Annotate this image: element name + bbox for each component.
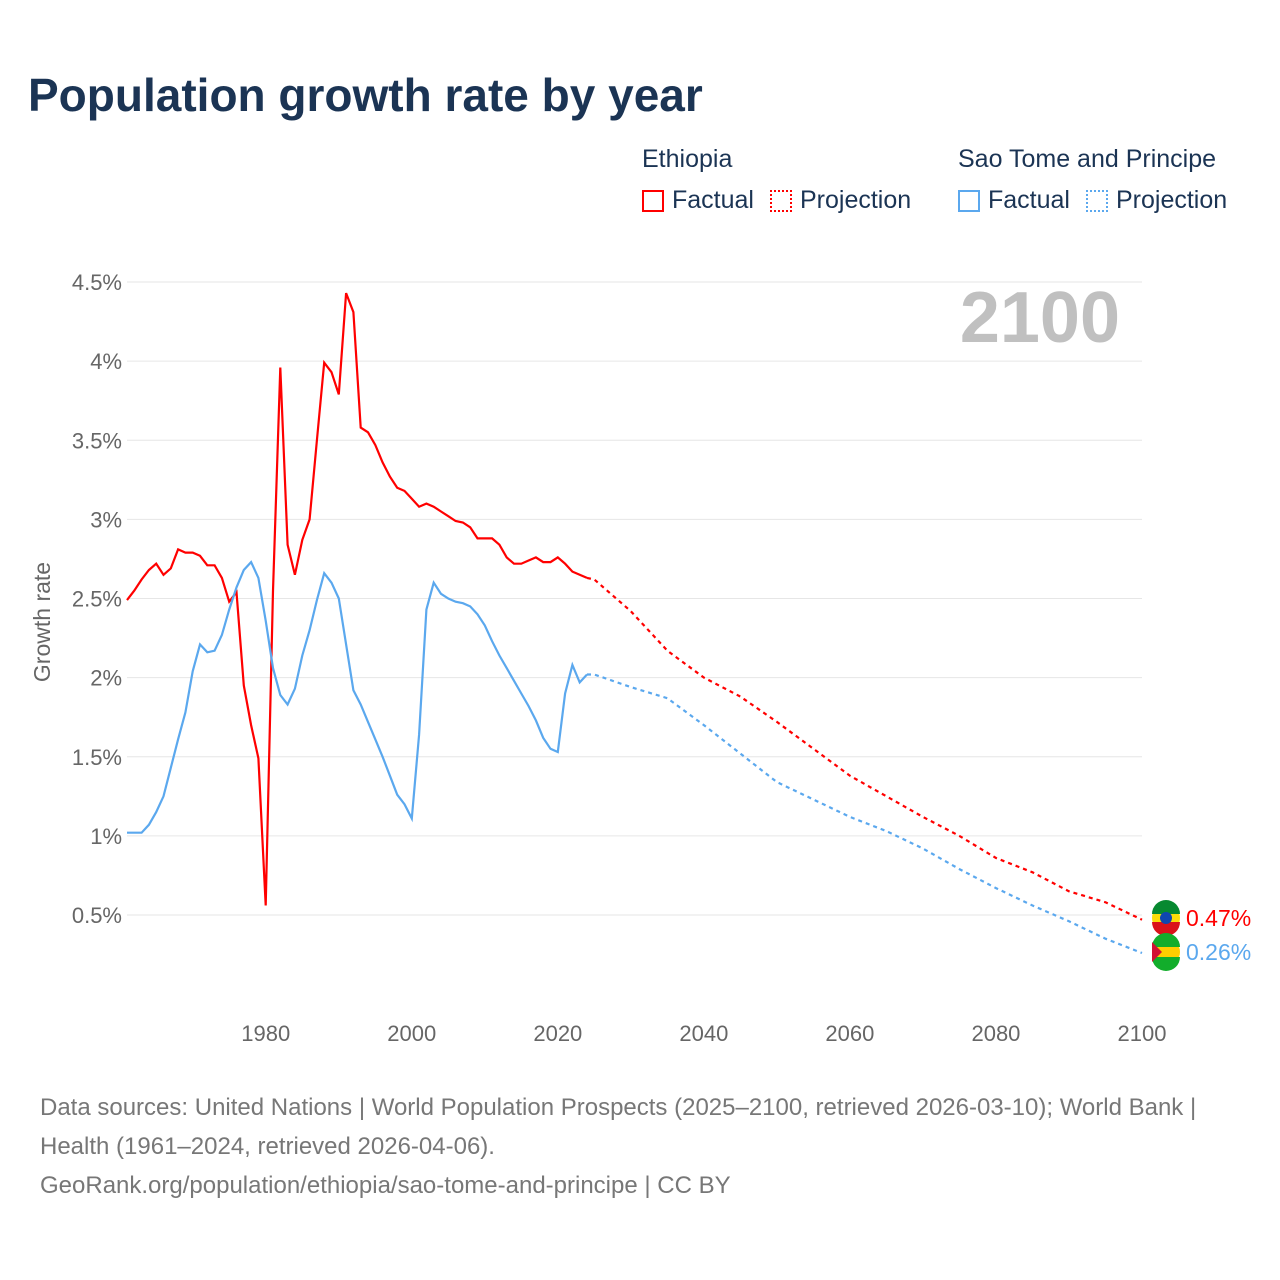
legend-item-factual[interactable]: Factual — [958, 186, 1070, 215]
legend-ethiopia: Ethiopia Factual Projection — [642, 145, 927, 215]
data-sources: Data sources: United Nations | World Pop… — [40, 1094, 1197, 1160]
legend-label: Factual — [672, 186, 754, 214]
x-tick-label: 2100 — [1118, 1021, 1167, 1046]
ethiopia-factual-line — [126, 292, 588, 906]
y-tick-label: 2% — [90, 666, 122, 691]
sao-tome-and-principe-factual-line — [127, 560, 588, 834]
y-tick-label: 0.5% — [72, 903, 122, 928]
y-tick-label: 1% — [90, 824, 122, 849]
y-axis-label: Growth rate — [29, 562, 55, 682]
chart-title: Population growth rate by year — [28, 69, 703, 121]
y-tick-label: 4% — [90, 349, 122, 374]
legend-swatch — [958, 189, 980, 212]
legend-label: Projection — [799, 186, 912, 214]
legend-swatch — [769, 189, 792, 212]
sao-tome-and-principe-flag-icon — [1152, 933, 1180, 971]
year-watermark: 2100 — [960, 278, 1120, 358]
y-tick-label: 3% — [90, 507, 122, 532]
y-tick-label: 4.5% — [72, 270, 122, 295]
sao-tome-and-principe-end-label: 0.26% — [1186, 939, 1251, 965]
legend-swatch — [642, 189, 664, 212]
ethiopia-end-label: 0.47% — [1186, 905, 1251, 931]
x-tick-label: 2060 — [825, 1021, 874, 1046]
footer: Data sources: United Nations | World Pop… — [40, 1088, 1240, 1205]
x-tick-label: 1980 — [241, 1021, 290, 1046]
line-chart: 0.5% 1% 1.5% 2% 2.5% 3% 3.5% 4% 4.5% 1980 2000 2020… — [29, 270, 1251, 1046]
x-tick-label: 2020 — [533, 1021, 582, 1046]
legend-sao-tome: Sao Tome and Principe Factual Projection — [958, 145, 1243, 215]
x-tick-label: 2040 — [679, 1021, 728, 1046]
legend-item-projection[interactable]: Projection — [1085, 186, 1228, 215]
source-link[interactable]: GeoRank.org/population/ethiopia/sao-tome… — [40, 1172, 731, 1199]
ethiopia-flag-icon — [1152, 900, 1180, 936]
legend-country: Ethiopia — [642, 145, 733, 173]
sao-tome-and-principe-projection-line — [587, 673, 1143, 955]
legend-country: Sao Tome and Principe — [958, 145, 1217, 173]
legend-label: Projection — [1115, 186, 1228, 214]
legend-label: Factual — [988, 186, 1070, 214]
ethiopia-projection-line — [586, 576, 1143, 921]
x-tick-label: 2000 — [387, 1021, 436, 1046]
x-tick-label: 2080 — [971, 1021, 1020, 1046]
y-tick-label: 1.5% — [72, 745, 122, 770]
legend-item-factual[interactable]: Factual — [642, 186, 754, 215]
legend-swatch — [1085, 189, 1108, 212]
y-tick-label: 3.5% — [72, 428, 122, 453]
y-tick-label: 2.5% — [72, 587, 122, 612]
legend-item-projection[interactable]: Projection — [769, 186, 912, 215]
